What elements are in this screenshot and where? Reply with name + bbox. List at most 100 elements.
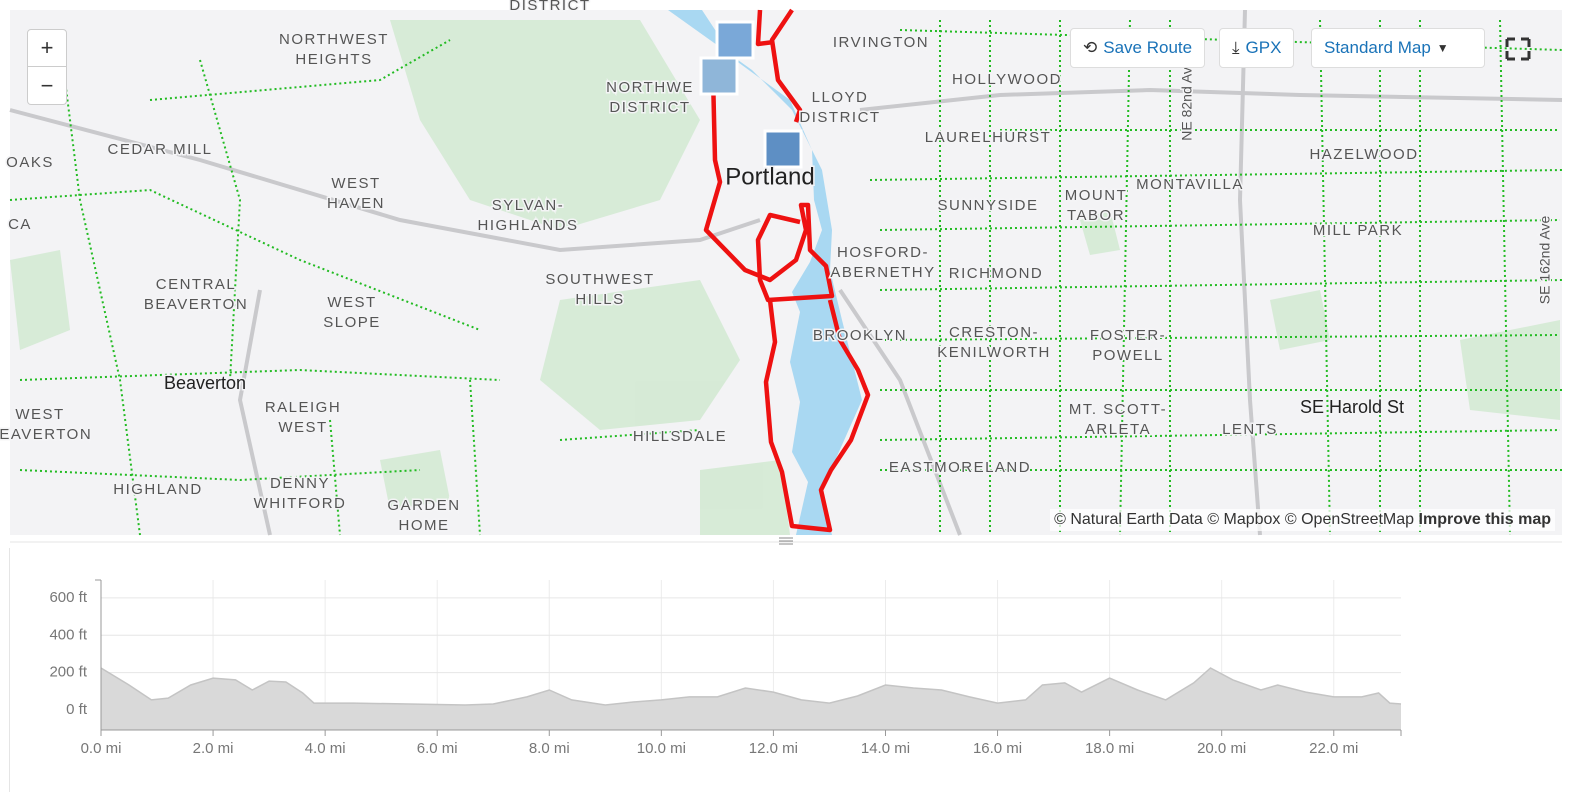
map-label: MOUNT xyxy=(1065,187,1128,204)
x-tick-label: 0.0 mi xyxy=(81,740,122,757)
map-label: HIGHLAND xyxy=(113,481,203,498)
map-label: MT. SCOTT- xyxy=(1069,401,1167,418)
map-label: LENTS xyxy=(1222,421,1278,438)
map-label: CRESTON- xyxy=(949,324,1039,341)
y-tick-label: 600 ft xyxy=(49,589,87,606)
map-label: BROOKLYN xyxy=(813,327,907,344)
map[interactable]: NORTHWEST HEIGHTS IRVINGTON HOLLYWOOD NORTHW… xyxy=(0,0,1569,548)
map-label: RICHMOND xyxy=(949,265,1044,282)
map-label: IRVINGTON xyxy=(833,34,929,51)
resize-handle[interactable] xyxy=(779,537,793,545)
elevation-chart: 0.0 mi 2.0 mi 4.0 mi 6.0 mi 8.0 mi 10.0 mi 12.… xyxy=(49,579,1402,757)
x-tick-label: 4.0 mi xyxy=(305,740,346,757)
map-label: LLOYD xyxy=(812,89,869,106)
attribution-text: © Natural Earth Data © Mapbox © OpenStre… xyxy=(1054,511,1415,528)
map-label: ARLETA xyxy=(1085,421,1151,438)
parks xyxy=(10,20,1560,535)
map-style-label: Standard Map xyxy=(1324,38,1431,57)
map-label: HOLLYWOOD xyxy=(952,71,1062,88)
save-route-label: Save Route xyxy=(1103,38,1193,57)
map-label: FOSTER- xyxy=(1090,327,1166,344)
map-label: POWELL xyxy=(1092,347,1164,364)
download-icon: ⤓ xyxy=(1232,38,1240,57)
map-label: WHITFORD xyxy=(254,495,347,512)
map-label: NE 82nd Ave xyxy=(1179,59,1195,141)
photo-marker[interactable] xyxy=(715,20,755,60)
map-label: HEIGHTS xyxy=(295,51,372,68)
map-label: Beaverton xyxy=(164,373,246,393)
save-route-button[interactable]: ⟲ Save Route xyxy=(1070,28,1206,68)
route-icon: ⟲ xyxy=(1083,38,1098,57)
fullscreen-button[interactable] xyxy=(1496,28,1540,68)
map-label: DISTRICT xyxy=(609,99,690,116)
map-label: SE 162nd Ave xyxy=(1537,216,1553,305)
map-label: ABERNETHY xyxy=(830,264,935,281)
map-label: DISTRICT xyxy=(799,109,880,126)
map-label: SUNNYSIDE xyxy=(937,197,1038,214)
map-label: MONTAVILLA xyxy=(1136,176,1244,193)
map-label: OAKS xyxy=(6,154,54,171)
map-label: GARDEN xyxy=(387,497,460,514)
map-labels: NORTHWEST HEIGHTS IRVINGTON HOLLYWOOD NORTHW… xyxy=(0,0,1554,535)
area-fill xyxy=(101,668,1401,730)
map-label: WEST xyxy=(278,419,327,436)
gpx-button[interactable]: ⤓ GPX xyxy=(1219,28,1295,68)
map-label: HOME xyxy=(399,517,450,534)
map-label: HAVEN xyxy=(327,195,385,212)
map-label: BEAVERTON xyxy=(0,426,92,443)
map-label: HILLSDALE xyxy=(633,428,727,445)
route xyxy=(703,8,871,533)
map-label: SLOPE xyxy=(323,314,381,331)
map-label: WEST xyxy=(327,294,376,311)
map-label: CA xyxy=(8,216,32,233)
y-tick-label: 400 ft xyxy=(49,626,87,643)
y-tick-label: 0 ft xyxy=(66,701,88,718)
zoom-in[interactable]: + xyxy=(27,29,67,67)
photo-markers[interactable] xyxy=(699,20,803,169)
map-label: BEAVERTON xyxy=(144,296,248,313)
map-label: WEST xyxy=(331,175,380,192)
map-label: HOSFORD- xyxy=(837,244,929,261)
map-label: SE Harold St xyxy=(1300,397,1404,417)
map-label: KENILWORTH xyxy=(937,344,1051,361)
map-style-dropdown[interactable]: Standard Map ▼ xyxy=(1311,28,1485,68)
map-label: CEDAR MILL xyxy=(107,141,212,158)
x-tick-label: 12.0 mi xyxy=(749,740,798,757)
map-label: LAURELHURST xyxy=(925,129,1052,146)
attribution: © Natural Earth Data © Mapbox © OpenStre… xyxy=(1050,509,1555,531)
map-label: CENTRAL xyxy=(156,276,237,293)
map-label: NORTHWE xyxy=(606,79,694,96)
map-label: DISTRICT xyxy=(509,0,590,14)
photo-marker[interactable] xyxy=(763,129,803,169)
x-tick-label: 10.0 mi xyxy=(637,740,686,757)
improve-map-link[interactable]: Improve this map xyxy=(1418,511,1551,528)
elevation-line xyxy=(100,667,1402,706)
map-label: NORTHWEST xyxy=(279,31,389,48)
map-label: HAZELWOOD xyxy=(1309,146,1418,163)
map-label: TABOR xyxy=(1067,207,1125,224)
map-label: EASTMORELAND xyxy=(889,459,1031,476)
map-label: SYLVAN- xyxy=(492,197,564,214)
x-tick-label: 22.0 mi xyxy=(1309,740,1358,757)
photo-marker[interactable] xyxy=(699,56,739,96)
x-tick-label: 2.0 mi xyxy=(193,740,234,757)
map-label: HILLS xyxy=(575,291,624,308)
map-label: DENNY xyxy=(270,475,330,492)
x-tick-label: 8.0 mi xyxy=(529,740,570,757)
x-tick-label: 20.0 mi xyxy=(1197,740,1246,757)
panel-border xyxy=(9,548,10,792)
map-label: HIGHLANDS xyxy=(477,217,578,234)
map-label: Portland xyxy=(725,163,814,190)
x-tick-label: 6.0 mi xyxy=(417,740,458,757)
zoom-out[interactable]: − xyxy=(27,67,67,105)
x-tick-label: 16.0 mi xyxy=(973,740,1022,757)
dropdown-caret: ▼ xyxy=(1436,41,1449,55)
map-label: WEST xyxy=(15,406,64,423)
map-label: SOUTHWEST xyxy=(545,271,654,288)
bike-paths xyxy=(9,19,1563,536)
fullscreen-icon[interactable] xyxy=(1505,37,1531,61)
x-tick-label: 18.0 mi xyxy=(1085,740,1134,757)
gpx-label: GPX xyxy=(1245,38,1282,57)
x-tick-label: 14.0 mi xyxy=(861,740,910,757)
